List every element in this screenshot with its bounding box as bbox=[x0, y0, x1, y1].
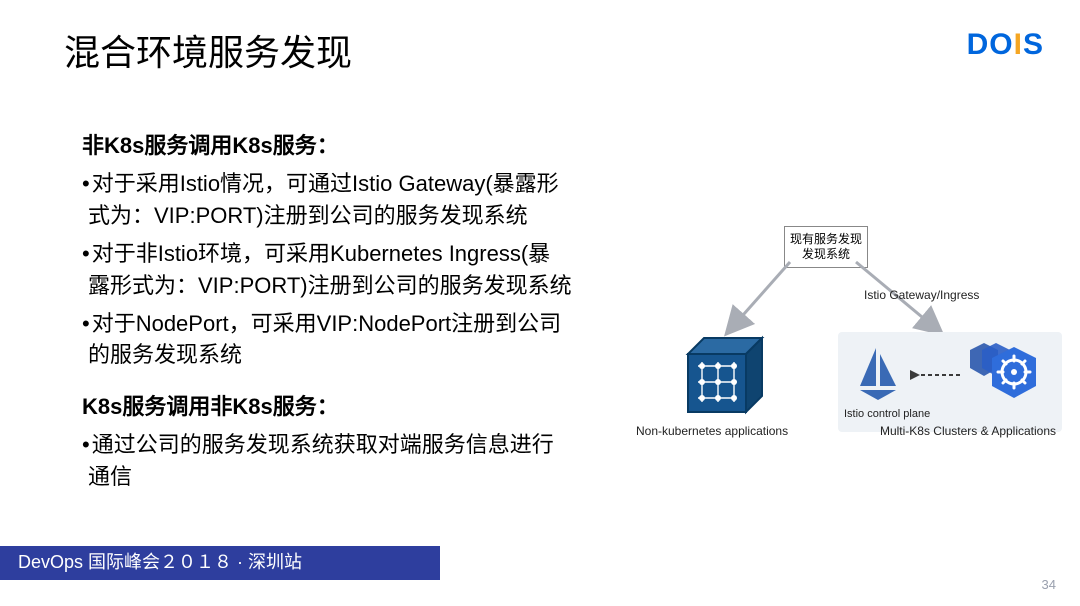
section-1-heading: 非K8s服务调用K8s服务： bbox=[82, 128, 572, 160]
arrow-left-icon bbox=[720, 258, 800, 342]
section-2-heading: K8s服务调用非K8s服务： bbox=[82, 389, 572, 421]
logo: DOIS bbox=[967, 28, 1044, 62]
diagram: 现有服务发现发现系统 Istio Gateway/Ingress bbox=[558, 220, 1068, 460]
cube-icon bbox=[682, 332, 768, 423]
logo-part-3: S bbox=[1023, 28, 1044, 61]
logo-part-2: I bbox=[1014, 28, 1023, 61]
content-area: 非K8s服务调用K8s服务： 对于采用Istio情况，可通过Istio Gate… bbox=[82, 128, 572, 499]
dashed-arrow-icon bbox=[910, 370, 964, 380]
bullet-2-1: 通过公司的服务发现系统获取对端服务信息进行通信 bbox=[82, 429, 572, 493]
k8s-helms-icon bbox=[968, 340, 1048, 406]
bullet-1-3: 对于NodePort，可采用VIP:NodePort注册到公司的服务发现系统 bbox=[82, 308, 572, 372]
edge-label: Istio Gateway/Ingress bbox=[864, 288, 979, 302]
slide-title: 混合环境服务发现 bbox=[64, 24, 352, 76]
logo-part-1: DO bbox=[967, 28, 1014, 61]
istio-sail-icon bbox=[856, 346, 902, 402]
right-panel: Istio control plane bbox=[838, 332, 1062, 432]
multi-k8s-label: Multi-K8s Clusters & Applications bbox=[858, 424, 1078, 438]
istio-control-plane-label: Istio control plane bbox=[844, 408, 930, 420]
bullet-1-2: 对于非Istio环境，可采用Kubernetes Ingress(暴露形式为：V… bbox=[82, 238, 572, 302]
page-number: 34 bbox=[1042, 577, 1056, 592]
footer-text: DevOps 国际峰会２０１８ · 深圳站 bbox=[18, 548, 302, 574]
non-k8s-label: Non-kubernetes applications bbox=[636, 424, 788, 438]
bullet-1-1: 对于采用Istio情况，可通过Istio Gateway(暴露形式为：VIP:P… bbox=[82, 168, 572, 232]
